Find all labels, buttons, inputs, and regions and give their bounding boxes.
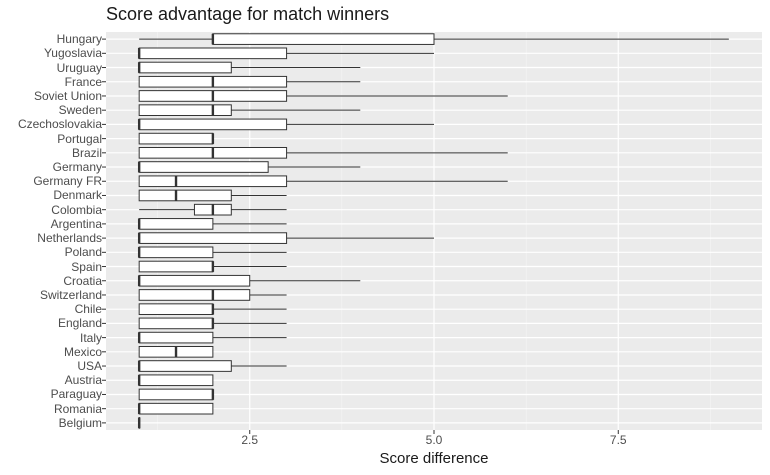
box-iqr [138,175,288,188]
box-poland [137,246,287,259]
y-tick-label: Hungary [56,32,102,47]
box-mexico [138,345,214,358]
box-iqr [212,33,435,45]
box-iqr [138,189,232,202]
box-series [137,33,729,429]
x-axis-title: Score difference [379,450,489,467]
box-brazil [138,146,508,159]
box-iqr [138,260,214,273]
box-colombia [139,203,287,216]
y-axis-category-labels: Hungary Yugoslavia Uruguay France Soviet Uni… [0,0,102,475]
y-tick-label: USA [77,359,102,374]
y-tick-label: Portugal [57,131,102,146]
y-tick-label: Czechoslovakia [17,117,102,132]
box-hungary [139,33,729,45]
box-italy [137,331,287,344]
box-iqr [138,118,288,131]
box-denmark [138,189,287,202]
y-tick-label: Sweden [58,103,102,118]
box-iqr [138,232,288,244]
box-iqr [138,402,214,415]
y-tick-label: Denmark [53,188,102,203]
y-tick-label: Netherlands [37,231,102,246]
box-netherlands [137,232,434,244]
box-czechoslovakia [137,118,434,131]
box-iqr [138,104,232,117]
box-iqr [138,360,232,372]
box-paraguay [138,388,215,401]
box-yugoslavia [137,47,434,60]
y-tick-label: Brazil [71,145,102,160]
y-tick-label: Yugoslavia [43,46,102,61]
box-austria [137,374,214,387]
box-soviet-union [138,90,508,102]
y-tick-label: Austria [64,373,102,388]
y-tick-label: Romania [53,401,102,416]
box-belgium [137,417,141,429]
y-tick-label: France [64,74,102,89]
y-tick-label: Poland [64,245,102,260]
y-tick-label: Spain [71,259,102,274]
y-tick-label: Croatia [63,273,102,288]
chart-title: Score advantage for match winners [106,4,390,24]
box-switzerland [138,289,287,301]
box-portugal [138,132,215,145]
box-iqr [138,47,288,60]
box-iqr [138,246,214,259]
box-iqr [138,317,214,330]
box-romania [137,402,214,415]
box-chile [138,303,287,316]
box-england [138,317,287,330]
box-iqr [138,289,251,301]
axis-tick-marks [102,38,619,434]
box-iqr [138,161,269,173]
box-france [138,75,361,88]
box-iqr [138,374,214,387]
y-tick-label: Germany FR [33,174,102,189]
y-tick-label: Mexico [63,344,102,359]
box-sweden [138,104,361,117]
box-uruguay [137,61,361,74]
y-tick-label: Belgium [58,415,102,430]
box-iqr [138,61,232,74]
box-croatia [137,274,361,287]
box-argentina [137,218,287,230]
y-tick-label: Soviet Union [33,88,102,103]
y-tick-label: Uruguay [56,60,102,75]
box-iqr [138,388,214,401]
y-tick-label: Colombia [51,202,102,217]
y-tick-label: Italy [79,330,102,345]
box-germany-fr [138,175,508,188]
y-tick-label: England [57,316,102,331]
box-iqr [138,303,214,316]
box-iqr [138,132,214,145]
box-iqr [138,218,214,230]
box-iqr [138,274,251,287]
box-iqr [138,331,214,344]
y-tick-label: Argentina [50,216,102,231]
y-tick-label: Germany [52,160,102,175]
y-tick-label: Paraguay [50,387,102,402]
box-germany [137,161,361,173]
y-tick-label: Switzerland [39,287,102,302]
box-usa [137,360,287,372]
box-spain [138,260,287,273]
y-tick-label: Chile [74,302,102,317]
